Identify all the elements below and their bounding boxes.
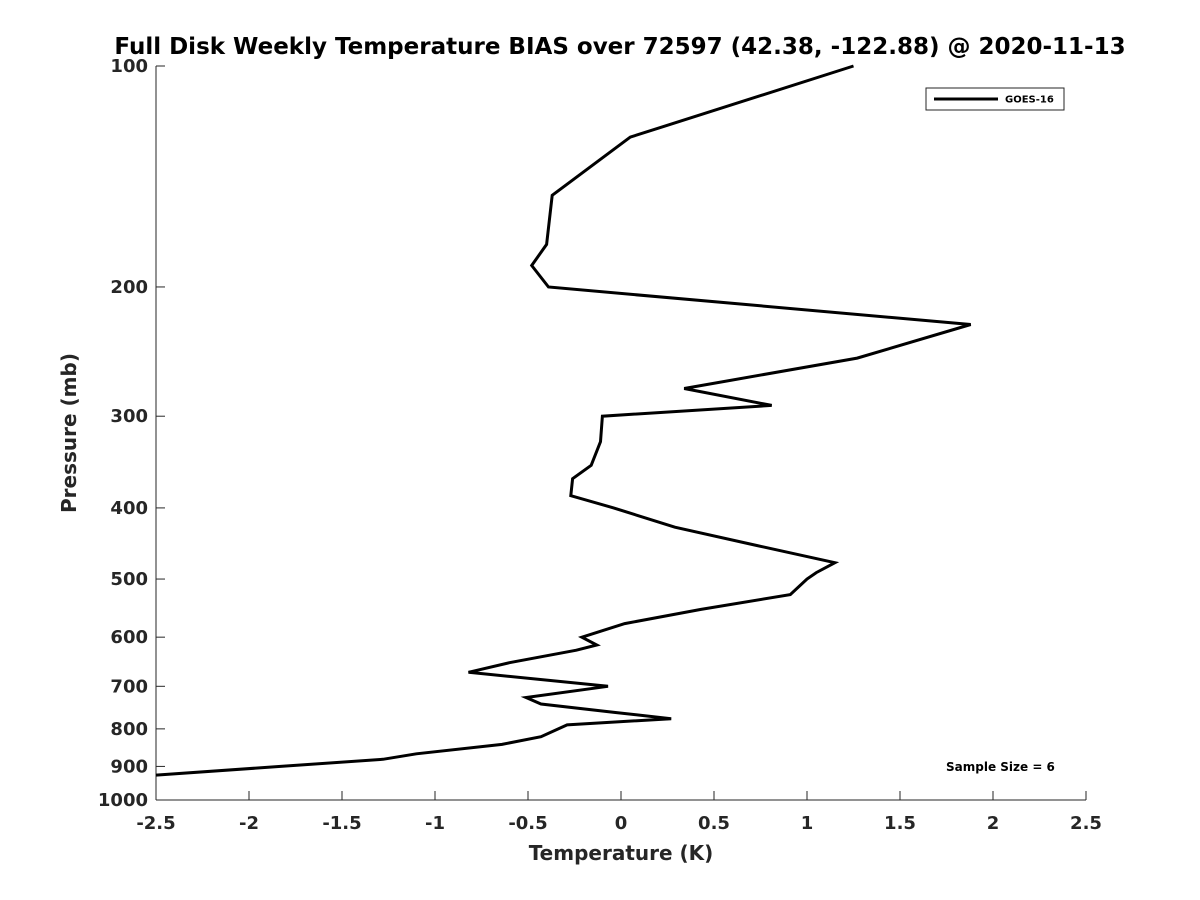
y-tick-label: 900 bbox=[110, 756, 148, 777]
y-ticks: 100 200 300 400 500 600 700 800 900 1000 bbox=[98, 56, 165, 811]
x-ticks: -2.5 -2 -1.5 -1 -0.5 0 0.5 1 1.5 2 2.5 bbox=[136, 791, 1102, 834]
y-tick-label: 100 bbox=[110, 56, 148, 77]
x-tick-label: -0.5 bbox=[508, 813, 547, 834]
axes bbox=[155, 66, 1086, 801]
legend: GOES-16 bbox=[925, 87, 1065, 111]
x-tick-label: 2.5 bbox=[1070, 813, 1102, 834]
y-tick-label: 500 bbox=[110, 569, 148, 590]
legend-label-goes-16: GOES-16 bbox=[1005, 95, 1054, 106]
y-tick-label: 1000 bbox=[98, 790, 148, 811]
chart-title: Full Disk Weekly Temperature BIAS over 7… bbox=[114, 34, 1125, 60]
x-tick-label: 2 bbox=[987, 813, 1000, 834]
x-tick-label: 1.5 bbox=[884, 813, 916, 834]
y-tick-label: 700 bbox=[110, 676, 148, 697]
x-tick-label: 0 bbox=[615, 813, 628, 834]
y-tick-label: 200 bbox=[110, 277, 148, 298]
y-tick-label: 300 bbox=[110, 406, 148, 427]
x-tick-label: -2.5 bbox=[136, 813, 175, 834]
y-tick-label: 800 bbox=[110, 719, 148, 740]
x-tick-label: -2 bbox=[239, 813, 259, 834]
series-line-goes-16 bbox=[155, 64, 972, 777]
sample-size-annotation: Sample Size = 6 bbox=[946, 760, 1055, 774]
y-tick-label: 400 bbox=[110, 498, 148, 519]
x-tick-label: 0.5 bbox=[698, 813, 730, 834]
x-tick-label: -1.5 bbox=[322, 813, 361, 834]
x-axis-label: Temperature (K) bbox=[529, 841, 714, 865]
x-tick-label: 1 bbox=[801, 813, 814, 834]
y-axis-label: Pressure (mb) bbox=[57, 353, 81, 513]
y-tick-label: 600 bbox=[110, 627, 148, 648]
x-tick-label: -1 bbox=[425, 813, 445, 834]
